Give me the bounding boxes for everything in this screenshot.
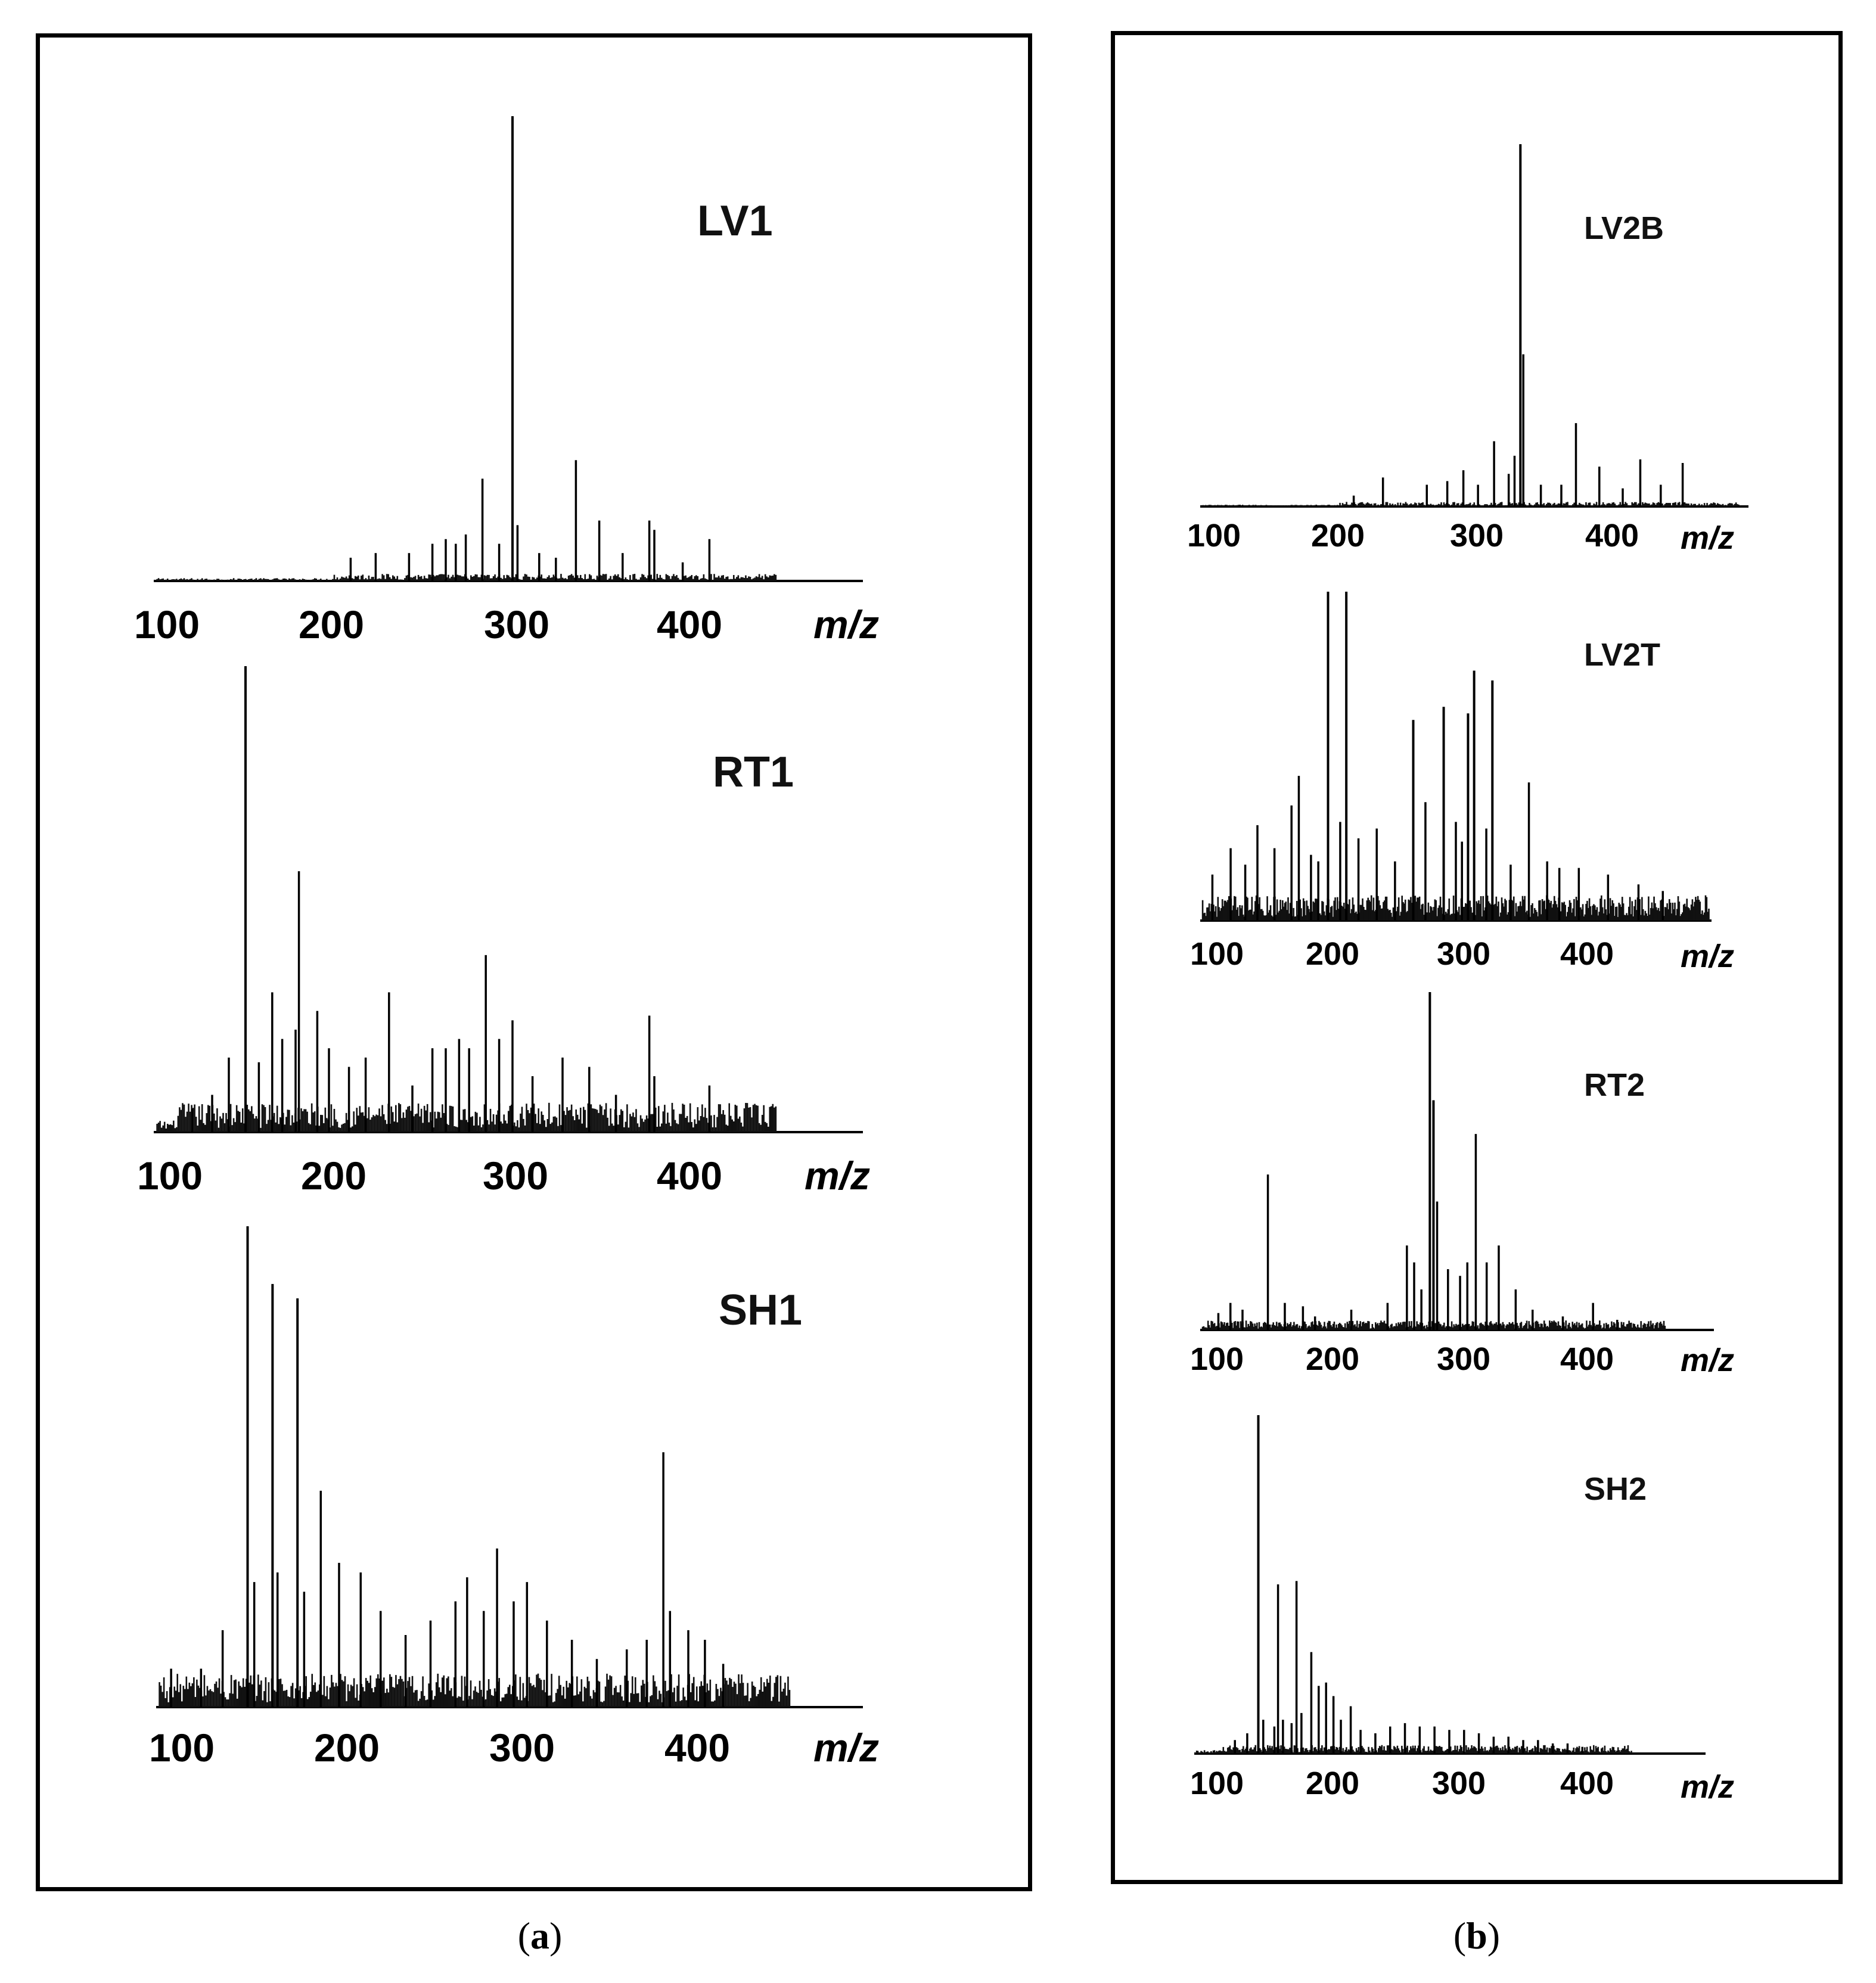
noise-forest xyxy=(1195,1745,1632,1754)
axis-label-mz-sh1: m/z xyxy=(813,1726,880,1770)
tick-label-rt1-200: 200 xyxy=(300,1154,367,1198)
panel-a-frame xyxy=(36,33,1032,1891)
tick-label-lv2b-300: 300 xyxy=(1449,518,1504,554)
spectrum-lv1 xyxy=(154,116,863,582)
sample-label-lv2b: LV2B xyxy=(1584,210,1664,246)
axis-label-mz-lv2b: m/z xyxy=(1681,520,1735,556)
caption-b-open: ( xyxy=(1453,1914,1467,1957)
tick-label-sh2-200: 200 xyxy=(1305,1766,1360,1801)
tick-label-sh2-400: 400 xyxy=(1560,1766,1614,1801)
sample-label-rt2: RT2 xyxy=(1584,1067,1645,1103)
tick-label-sh2-300: 300 xyxy=(1431,1766,1486,1801)
caption-a-open: ( xyxy=(517,1914,530,1957)
spectrum-sh1 xyxy=(156,1226,863,1708)
tick-label-lv1-300: 300 xyxy=(483,602,550,647)
axis-label-mz-lv2t: m/z xyxy=(1681,938,1735,974)
spectrum-lv2b xyxy=(1200,144,1748,508)
spectrum-rt2 xyxy=(1200,992,1714,1331)
tick-label-lv1-100: 100 xyxy=(133,602,200,647)
caption-a: (a) xyxy=(518,1914,563,1958)
tick-label-lv1-400: 400 xyxy=(656,602,723,647)
tick-label-sh1-100: 100 xyxy=(148,1726,215,1770)
tick-label-lv2t-300: 300 xyxy=(1436,936,1491,972)
tick-label-sh2-100: 100 xyxy=(1189,1766,1244,1801)
caption-b: (b) xyxy=(1453,1914,1500,1958)
caption-a-letter: a xyxy=(530,1914,549,1957)
spectrum-sh2 xyxy=(1194,1415,1706,1755)
spectrum-lv2t xyxy=(1200,592,1712,922)
tick-label-rt2-300: 300 xyxy=(1436,1341,1491,1377)
tick-label-lv2b-200: 200 xyxy=(1310,518,1365,554)
tick-label-lv2t-100: 100 xyxy=(1189,936,1244,972)
axis-label-mz-sh2: m/z xyxy=(1681,1769,1735,1805)
spectrum-rt1 xyxy=(154,666,863,1133)
tick-label-rt1-100: 100 xyxy=(136,1154,203,1198)
axis-label-mz-rt1: m/z xyxy=(805,1154,871,1198)
tick-label-lv2t-200: 200 xyxy=(1305,936,1360,972)
tick-label-sh1-200: 200 xyxy=(313,1726,380,1770)
sample-label-lv1: LV1 xyxy=(697,197,773,245)
axis-label-mz-lv1: m/z xyxy=(813,602,880,647)
caption-b-close: ) xyxy=(1487,1914,1501,1957)
sample-label-rt1: RT1 xyxy=(713,748,794,796)
sample-label-sh2: SH2 xyxy=(1584,1471,1647,1507)
tick-label-lv1-200: 200 xyxy=(298,602,365,647)
sample-label-sh1: SH1 xyxy=(719,1286,803,1334)
tick-label-rt2-400: 400 xyxy=(1560,1341,1614,1377)
caption-b-letter: b xyxy=(1466,1914,1487,1957)
noise-forest xyxy=(1201,1320,1666,1330)
tick-label-rt2-100: 100 xyxy=(1189,1341,1244,1377)
panel-b-frame xyxy=(1111,31,1843,1884)
axis-label-mz-rt2: m/z xyxy=(1681,1342,1735,1378)
caption-a-close: ) xyxy=(549,1914,563,1957)
tick-label-sh1-300: 300 xyxy=(489,1726,555,1770)
tick-label-sh1-400: 400 xyxy=(664,1726,731,1770)
tick-label-lv2b-400: 400 xyxy=(1585,518,1639,554)
tick-label-rt1-300: 300 xyxy=(482,1154,549,1198)
noise-forest xyxy=(1202,502,1741,506)
tick-label-lv2t-400: 400 xyxy=(1560,936,1614,972)
sample-label-lv2t: LV2T xyxy=(1584,637,1661,673)
noise-forest xyxy=(1201,895,1710,921)
tick-label-lv2b-100: 100 xyxy=(1187,518,1241,554)
tick-label-rt2-200: 200 xyxy=(1305,1341,1360,1377)
tick-label-rt1-400: 400 xyxy=(656,1154,723,1198)
